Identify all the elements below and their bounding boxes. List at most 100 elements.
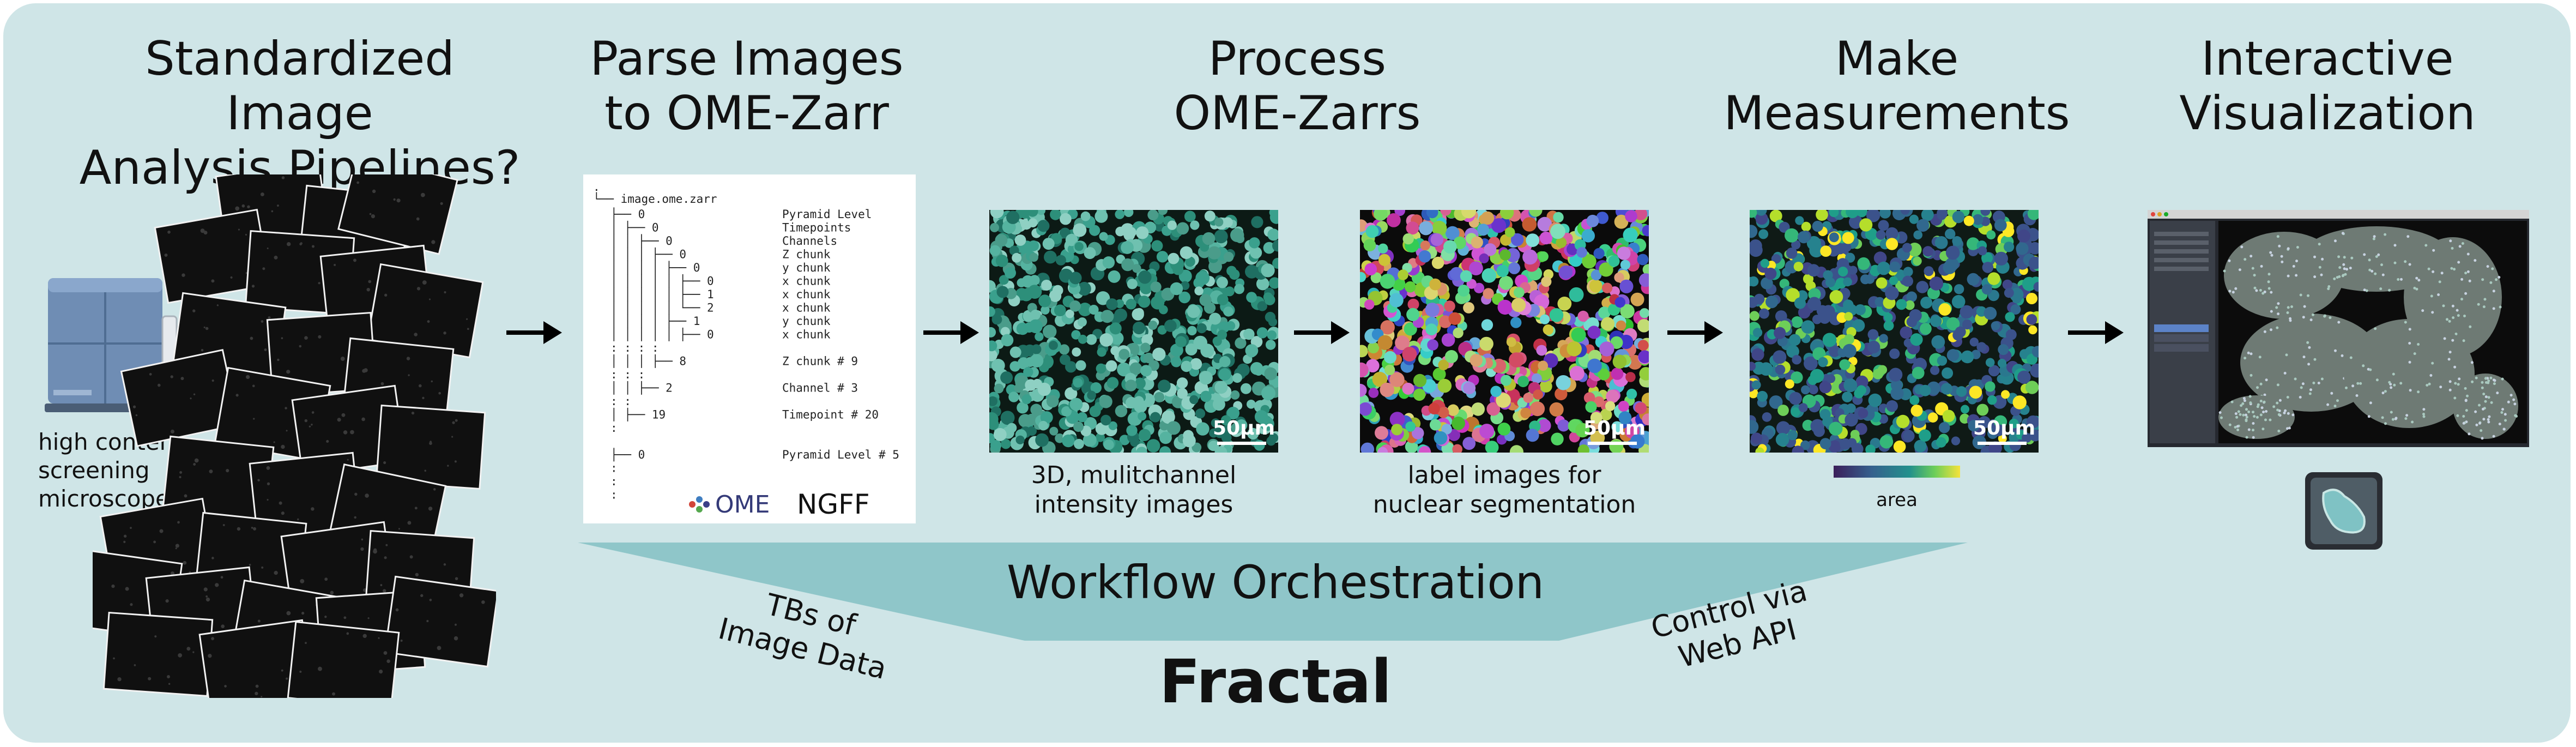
nucleus (1751, 348, 1764, 361)
zarr-tree-row: : (610, 489, 618, 502)
nucleus (1384, 351, 1396, 364)
nucleus (1905, 300, 1915, 310)
nucleus (1221, 432, 1232, 443)
nucleus (1441, 424, 1452, 435)
nucleus (1760, 258, 1770, 268)
nucleus (1801, 221, 1811, 232)
nucleus (1758, 229, 1769, 239)
nucleus (1235, 337, 1247, 349)
nucleus (1132, 264, 1141, 273)
label-image: 50µm (1360, 210, 1649, 453)
nucleus (1985, 381, 1996, 392)
nucleus (1859, 218, 1873, 232)
nucleus (1539, 231, 1553, 245)
zarr-row-label: Channel # 3 (782, 382, 858, 395)
nucleus (1181, 360, 1192, 372)
nucleus (1073, 378, 1083, 388)
nucleus (1246, 292, 1257, 303)
nucleus (1154, 392, 1165, 402)
nucleus (1791, 371, 1803, 384)
nucleus (1593, 248, 1605, 259)
nucleus (1927, 412, 1938, 423)
nucleus (1115, 405, 1128, 418)
nucleus (1496, 264, 1509, 278)
nucleus (1069, 300, 1081, 312)
nucleus (1151, 240, 1163, 252)
nucleus (1096, 291, 1110, 305)
zarr-tree-row: │ │ │ │ │ ├── 0 (610, 274, 714, 288)
nucleus (1138, 296, 1151, 308)
zarr-tree-row: │ │ │ │ │ ├── 0 (610, 328, 714, 342)
nucleus (1577, 444, 1589, 453)
nucleus (1876, 277, 1888, 289)
nucleus (2009, 418, 2019, 429)
nucleus (1372, 371, 1388, 387)
nucleus (1040, 411, 1053, 424)
nucleus (1587, 326, 1601, 339)
nucleus (1015, 435, 1025, 444)
nucleus (1773, 350, 1787, 364)
nucleus (1017, 401, 1029, 414)
nucleus (1591, 269, 1602, 281)
nucleus (1765, 296, 1779, 309)
nucleus (1207, 246, 1221, 260)
nucleus (1395, 335, 1410, 351)
nucleus (1006, 210, 1020, 224)
zarr-row-label: Z chunk # 9 (782, 355, 858, 368)
nucleus (1001, 334, 1014, 347)
nucleus (1890, 387, 1904, 400)
nucleus (1368, 388, 1379, 398)
nucleus (1027, 210, 1038, 217)
nucleus (1630, 292, 1644, 306)
nucleus (1982, 262, 1994, 273)
nucleus (1180, 246, 1193, 259)
nucleus (1481, 319, 1493, 331)
nucleus (1842, 232, 1854, 244)
zarr-row-label: y chunk (782, 315, 831, 328)
nucleus (1212, 398, 1225, 411)
nucleus (1114, 308, 1127, 322)
nucleus (1750, 297, 1758, 308)
nucleus (1031, 344, 1042, 354)
nucleus (1226, 266, 1237, 276)
nucleus (1619, 279, 1634, 293)
nucleus (1402, 382, 1414, 395)
zarr-tree-row: ├── 0 (610, 207, 645, 221)
nucleus (1539, 379, 1552, 393)
nucleus (1123, 210, 1134, 217)
nucleus (1930, 315, 1942, 327)
nucleus (1906, 291, 1917, 303)
nucleus (1943, 261, 1956, 274)
nucleus (1140, 365, 1152, 377)
nucleus (1126, 425, 1138, 436)
nucleus (1889, 276, 1898, 285)
nucleus (1847, 438, 1857, 448)
nucleus (1638, 350, 1649, 364)
nucleus (1431, 220, 1447, 236)
nucleus (1865, 274, 1875, 284)
nucleus (1254, 410, 1268, 424)
nucleus (1637, 340, 1649, 351)
nucleus (2030, 363, 2039, 378)
nucleus (1792, 354, 1801, 365)
nucleus (1750, 210, 1757, 218)
nucleus (1885, 238, 1898, 250)
nucleus (1167, 220, 1177, 230)
nucleus (1269, 210, 1278, 218)
nucleus (1867, 329, 1879, 340)
nucleus (1429, 278, 1441, 291)
nucleus (1368, 341, 1380, 354)
nucleus (989, 349, 997, 362)
nucleus (1569, 366, 1585, 381)
nucleus (1209, 312, 1222, 325)
nucleus (2010, 304, 2021, 315)
nucleus (1001, 439, 1011, 449)
nucleus (1418, 250, 1431, 263)
nucleus (1218, 368, 1231, 381)
nucleus (1526, 233, 1540, 247)
nucleus (1600, 408, 1612, 421)
nucleus (1952, 210, 1965, 224)
nucleus (1202, 232, 1216, 245)
nucleus (2026, 314, 2037, 325)
nucleus (1407, 298, 1419, 310)
